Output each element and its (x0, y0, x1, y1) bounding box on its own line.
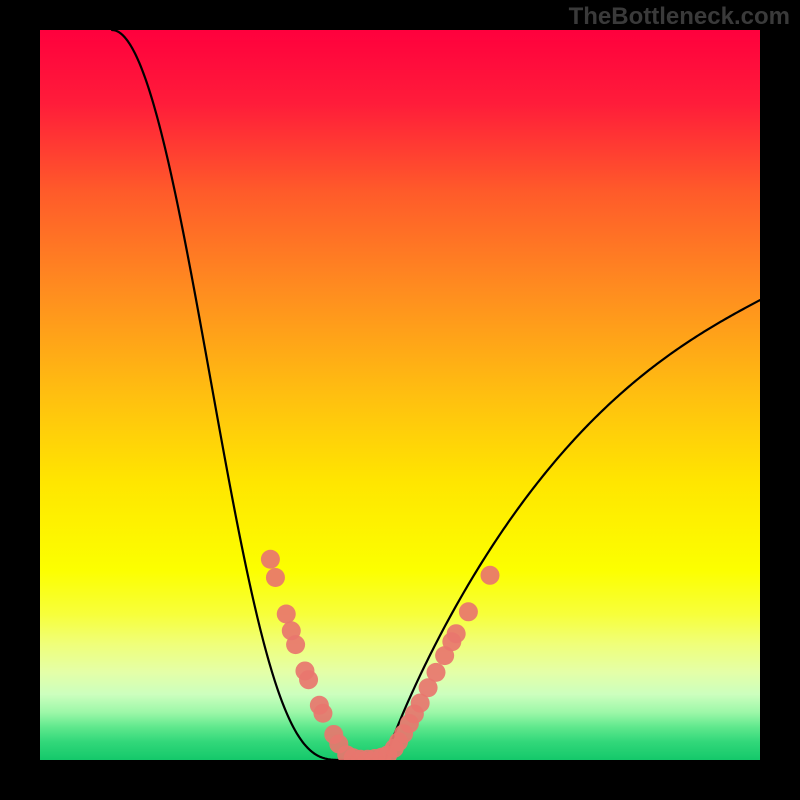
data-marker (266, 568, 285, 587)
plot-area (40, 30, 760, 769)
data-marker (299, 670, 318, 689)
data-marker (313, 704, 332, 723)
watermark-text: TheBottleneck.com (569, 3, 790, 30)
data-marker (277, 605, 296, 624)
gradient-background (40, 30, 760, 760)
data-marker (459, 602, 478, 621)
bottleneck-chart: TheBottleneck.com (0, 0, 800, 800)
data-marker (447, 624, 466, 643)
data-marker (481, 566, 500, 585)
data-marker (286, 635, 305, 654)
data-marker (427, 663, 446, 682)
data-marker (261, 550, 280, 569)
